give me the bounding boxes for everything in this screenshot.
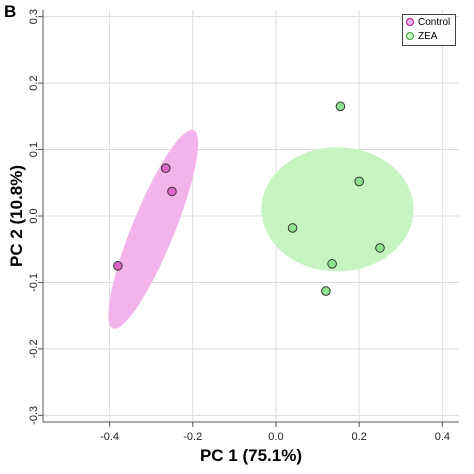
y-tick-label: -0.2 <box>28 339 40 358</box>
data-point-control <box>167 186 177 197</box>
y-tick-label: 0.2 <box>28 75 40 90</box>
y-tick-label: 0.1 <box>28 142 40 157</box>
data-point-control <box>160 163 171 173</box>
legend-swatch-zea <box>406 32 414 40</box>
panel-letter: B <box>4 2 17 21</box>
y-tick-label: -0.3 <box>28 406 40 425</box>
y-tick-label: -0.1 <box>28 273 40 292</box>
y-tick-label: 0.3 <box>28 9 40 24</box>
data-point-control <box>113 261 123 271</box>
legend-item-zea: ZEA <box>403 29 455 43</box>
confidence-ellipse-control <box>108 129 199 329</box>
data-point-zea <box>335 101 346 112</box>
x-tick-label: -0.4 <box>100 431 119 443</box>
x-axis-label: PC 1 (75.1%) <box>199 446 303 465</box>
confidence-ellipse-zea <box>261 147 414 272</box>
legend-label-zea: ZEA <box>418 30 438 42</box>
legend-label-control: Control <box>418 16 451 28</box>
legend: Control ZEA <box>402 14 456 46</box>
data-point-zea <box>327 259 337 269</box>
data-point-zea <box>287 223 298 233</box>
data-point-zea <box>375 243 385 253</box>
x-tick-label: 0.4 <box>435 431 450 443</box>
x-tick-label: 0.2 <box>352 431 367 443</box>
y-tick-label: 0.0 <box>28 208 40 223</box>
legend-swatch-control <box>406 18 414 26</box>
x-tick-label: 0.0 <box>268 431 283 443</box>
data-point-zea <box>321 286 331 296</box>
y-axis-label: PC 2 (10.8%) <box>7 164 26 268</box>
legend-item-control: Control <box>403 15 455 29</box>
data-point-zea <box>354 176 364 187</box>
x-tick-label: -0.2 <box>183 431 202 443</box>
